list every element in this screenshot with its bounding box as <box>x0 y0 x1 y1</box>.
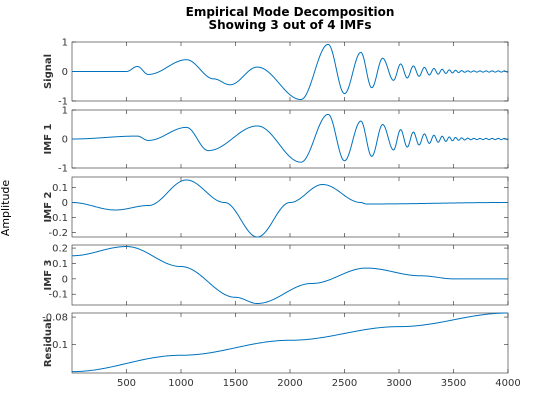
subplot-signal: 1 0 -1 Signal <box>43 38 509 108</box>
y-tick-label: 1 <box>62 38 68 49</box>
x-tick-label: 500 <box>117 378 136 389</box>
y-tick-label: -0.1 <box>48 340 68 351</box>
y-tick-label: 0.2 <box>52 244 68 255</box>
chart-title-line2: Showing 3 out of 4 IMFs <box>208 18 371 32</box>
y-tick-label: 0 <box>62 274 68 285</box>
y-tick-label: -0.08 <box>42 313 68 324</box>
series-line <box>72 43 509 101</box>
y-tick-label: 0.1 <box>52 183 68 194</box>
panel-label: Signal <box>43 54 54 89</box>
y-tick-label: -0.2 <box>48 228 68 239</box>
series-line <box>71 246 508 304</box>
panel-label: IMF 1 <box>43 123 54 154</box>
y-tick-label: -1 <box>58 164 68 175</box>
y-tick-label: 0 <box>62 198 68 209</box>
x-tick-label: 1500 <box>223 378 248 389</box>
axes-frame <box>71 244 509 306</box>
x-tick-label: 2500 <box>332 378 357 389</box>
y-tick-label: -0.1 <box>48 290 68 301</box>
subplot-imf-1: 1 0 -1 IMF 1 <box>43 106 509 175</box>
y-tick-label: -1 <box>58 97 68 108</box>
axes-frame <box>71 109 509 169</box>
panel-label: IMF 3 <box>43 259 54 290</box>
y-axis-label-amplitude: Amplitude <box>0 180 12 237</box>
x-tick-label: 3500 <box>441 378 466 389</box>
panel-label: Residual <box>43 319 54 367</box>
axes-frame <box>71 41 509 102</box>
series-line <box>72 113 509 163</box>
series-line <box>71 179 508 238</box>
y-tick-label: 0 <box>62 135 68 146</box>
x-tick-label: 3000 <box>386 378 411 389</box>
panel-label: IMF 2 <box>43 191 54 222</box>
y-tick-label: 1 <box>62 106 68 117</box>
chart-title-line1: Empirical Mode Decomposition <box>186 5 395 19</box>
x-tick-label: 2000 <box>277 378 302 389</box>
y-tick-label: 0 <box>62 67 68 78</box>
y-tick-label: -0.1 <box>48 213 68 224</box>
y-tick-label: 0.1 <box>52 259 68 270</box>
x-tick-label: 4000 <box>495 378 520 389</box>
series-line <box>71 312 508 373</box>
subplot-imf-2: 0.1 0 -0.1 -0.2 IMF 2 <box>43 176 509 239</box>
x-tick-label: 1000 <box>168 378 193 389</box>
